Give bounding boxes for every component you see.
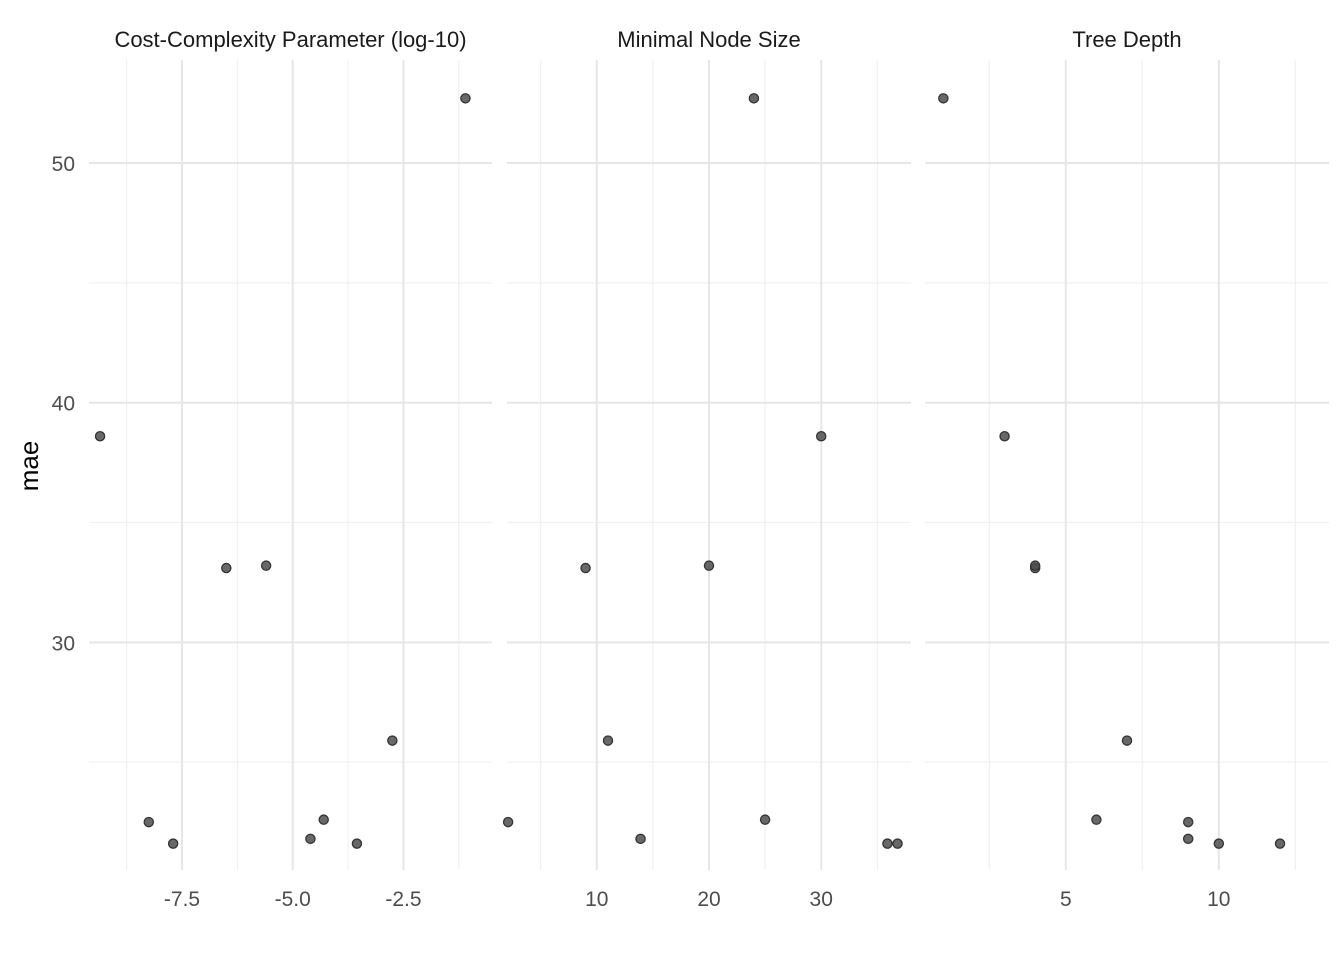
data-point	[602, 735, 614, 746]
data-point	[1274, 838, 1286, 849]
data-point	[94, 430, 106, 442]
x-tick-label: 20	[697, 888, 720, 911]
y-tick-label: 30	[52, 632, 75, 655]
x-tick-label: 30	[810, 888, 833, 911]
data-point	[1091, 814, 1102, 825]
data-point	[635, 833, 646, 845]
data-point	[143, 816, 155, 828]
data-point	[502, 816, 514, 828]
data-point	[815, 430, 827, 442]
data-point	[1029, 560, 1041, 571]
x-tick-label: -5.0	[275, 888, 311, 911]
data-point	[305, 833, 316, 845]
panel-title: Cost-Complexity Parameter (log-10)	[114, 27, 466, 52]
data-point	[387, 735, 398, 746]
facet-panel: Tree Depth 5 10	[925, 27, 1329, 911]
x-tick-label: 10	[1207, 888, 1230, 911]
data-point	[703, 560, 715, 571]
facet-panel: Cost-Complexity Parameter (log-10) -7.5 -5…	[89, 27, 492, 911]
data-point	[167, 838, 179, 849]
panel-title: Minimal Node Size	[617, 27, 800, 52]
data-point	[1121, 735, 1133, 746]
data-point	[580, 562, 591, 574]
x-tick-label: 5	[1060, 888, 1072, 911]
x-tick-label: -7.5	[164, 888, 200, 911]
data-point	[748, 93, 760, 104]
data-point	[1182, 833, 1194, 845]
data-point	[759, 814, 771, 825]
data-point	[221, 562, 232, 574]
data-point	[892, 838, 903, 849]
facet-panels: Cost-Complexity Parameter (log-10) -7.5 -5…	[89, 27, 1329, 911]
data-point	[1213, 838, 1225, 849]
x-tick-label: 10	[585, 888, 608, 911]
y-axis-title: mae	[14, 441, 44, 492]
data-point	[318, 814, 329, 825]
data-point	[460, 93, 471, 104]
data-point	[882, 838, 893, 849]
y-tick-label: 50	[52, 153, 75, 176]
data-point	[938, 93, 949, 104]
data-point	[999, 430, 1010, 442]
x-tick-label: -2.5	[385, 888, 421, 911]
data-point	[1182, 816, 1194, 828]
data-point	[260, 560, 272, 571]
data-point	[351, 838, 363, 849]
panel-title: Tree Depth	[1072, 27, 1181, 52]
y-tick-label: 40	[52, 393, 75, 416]
facet-panel: Minimal Node Size 10 20 30	[502, 27, 911, 911]
